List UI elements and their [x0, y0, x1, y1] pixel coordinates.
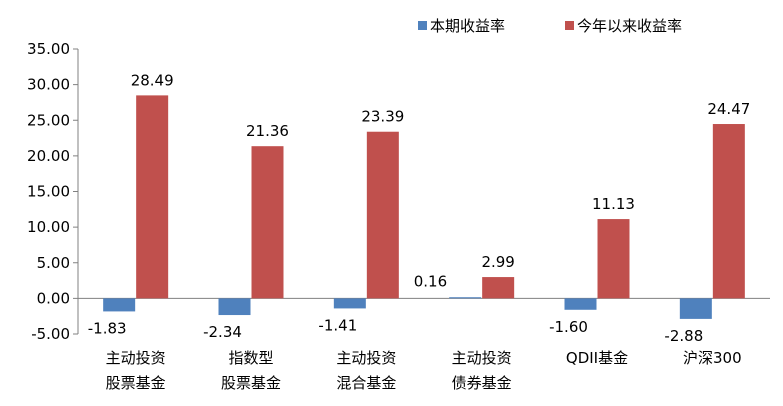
- data-label: 28.49: [131, 71, 174, 89]
- category-label: 主动投资: [452, 349, 512, 367]
- y-tick-label: 30.00: [27, 76, 70, 94]
- data-label: -2.34: [203, 323, 242, 341]
- data-label: 23.39: [361, 108, 404, 126]
- data-label: 11.13: [592, 195, 635, 213]
- y-tick-label: 0.00: [37, 289, 70, 307]
- data-label: 2.99: [481, 253, 514, 271]
- y-tick-label: 15.00: [27, 183, 70, 201]
- y-tick-label: -5.00: [31, 325, 70, 343]
- category-label: 债券基金: [452, 374, 512, 392]
- category-label: 指数型: [228, 349, 273, 367]
- data-label: -1.83: [88, 319, 127, 337]
- data-label: -1.41: [318, 316, 357, 334]
- category-label: 股票基金: [221, 374, 281, 392]
- category-label: 主动投资: [336, 349, 396, 367]
- category-label: 混合基金: [336, 374, 396, 392]
- y-tick-label: 5.00: [37, 254, 70, 272]
- bar-ytd-return: [251, 146, 284, 299]
- bar-period-return: [449, 297, 482, 299]
- bar-period-return: [218, 298, 251, 316]
- bar-ytd-return: [366, 131, 399, 299]
- legend-label: 今年以来收益率: [577, 17, 682, 35]
- bar-period-return: [679, 298, 712, 319]
- legend-label: 本期收益率: [430, 17, 505, 35]
- data-label: 0.16: [414, 272, 447, 290]
- y-tick-label: 35.00: [27, 40, 70, 58]
- bar-ytd-return: [482, 277, 515, 299]
- y-axis: -5.00 0.00 5.00 10.00 15.00 20.00 25.00 30.00 35…: [27, 40, 770, 343]
- bar-ytd-return: [136, 95, 169, 299]
- y-tick-label: 20.00: [27, 147, 70, 165]
- data-labels: -1.83 28.49 -2.34 21.36 -1.41 23.39 0.16 2.99 -1…: [88, 71, 751, 345]
- data-label: 24.47: [707, 100, 750, 118]
- legend-swatch: [418, 21, 427, 30]
- bar-period-return: [564, 298, 597, 310]
- bars: [103, 95, 745, 319]
- data-label: -2.88: [664, 327, 703, 345]
- y-tick-label: 25.00: [27, 111, 70, 129]
- category-label: 主动投资: [106, 349, 166, 367]
- category-label: 沪深300: [683, 349, 742, 367]
- bar-period-return: [333, 298, 366, 309]
- legend: 本期收益率 今年以来收益率: [418, 17, 682, 35]
- data-label: 21.36: [246, 122, 289, 140]
- category-label: 股票基金: [106, 374, 166, 392]
- data-label: -1.60: [549, 318, 588, 336]
- bar-ytd-return: [597, 219, 630, 299]
- legend-swatch: [565, 21, 574, 30]
- y-tick-label: 10.00: [27, 218, 70, 236]
- bar-period-return: [103, 298, 136, 312]
- bar-ytd-return: [712, 124, 745, 299]
- category-label: QDII基金: [566, 349, 628, 367]
